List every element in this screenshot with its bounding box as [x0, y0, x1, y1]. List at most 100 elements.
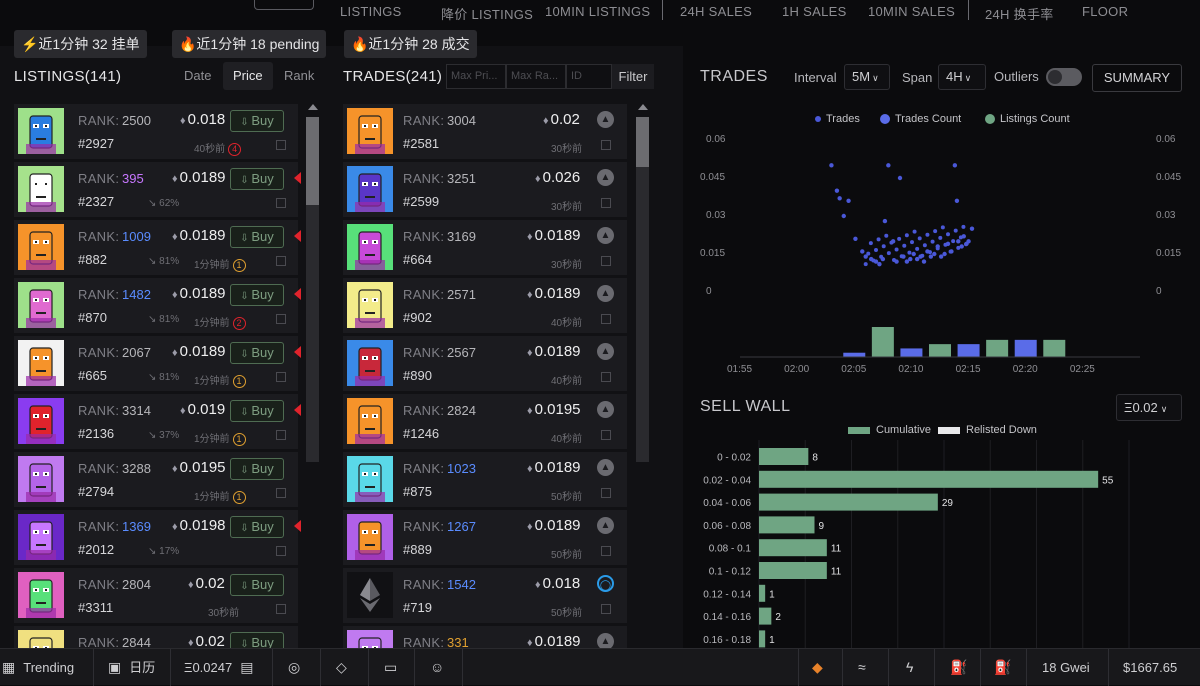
sort-price-button[interactable]: Price [223, 62, 273, 90]
external-link-icon[interactable] [601, 140, 611, 150]
scroll-up-arrow-icon[interactable] [308, 104, 318, 110]
trade-point[interactable] [907, 250, 912, 255]
trade-point[interactable] [899, 254, 904, 259]
trade-point[interactable] [882, 218, 888, 224]
external-link-icon[interactable] [276, 256, 286, 266]
listing-row[interactable]: RANK: 1482 #870 ♦ 0.0189 ⇩ Buy ↘ 81% 1分钟前 2 [14, 278, 301, 333]
sell-wall-bar[interactable] [759, 539, 827, 557]
trade-point[interactable] [829, 163, 834, 168]
max-price-input[interactable]: Max Pri... [446, 64, 506, 89]
trade-point[interactable] [925, 232, 930, 237]
id-input[interactable]: ID [566, 64, 612, 89]
discord-button[interactable]: ☺ [430, 649, 444, 686]
external-link-icon[interactable] [601, 604, 611, 614]
trade-point[interactable] [956, 239, 961, 244]
trade-point[interactable] [959, 244, 964, 249]
trade-point[interactable] [917, 236, 922, 241]
trades-count-bar[interactable] [843, 352, 866, 357]
trade-point[interactable] [902, 243, 907, 248]
trade-point[interactable] [922, 243, 927, 248]
listings-count-bar[interactable] [871, 327, 894, 357]
trade-point[interactable] [853, 236, 858, 241]
sell-wall-bar[interactable] [759, 562, 827, 579]
legend-trades[interactable]: Trades [815, 113, 860, 125]
trade-point[interactable] [956, 245, 961, 250]
trade-point[interactable] [889, 240, 894, 245]
trade-point[interactable] [915, 246, 920, 251]
external-link-icon[interactable] [276, 198, 286, 208]
buy-button[interactable]: ⇩ Buy [230, 458, 284, 480]
trade-point[interactable] [951, 239, 956, 244]
trade-row[interactable]: RANK: 331 ♦ 0.0189 ▲ [343, 626, 627, 676]
trade-point[interactable] [911, 251, 916, 257]
trade-point[interactable] [886, 251, 891, 256]
nav-price-drop-listings[interactable]: 降价 LISTINGS [441, 7, 534, 22]
trade-point[interactable] [920, 253, 925, 258]
listing-row[interactable]: RANK: 395 #2327 ♦ 0.0189 ⇩ Buy ↘ 62% [14, 162, 301, 217]
listing-row[interactable]: RANK: 1009 #882 ♦ 0.0189 ⇩ Buy ↘ 81% 1分钟前 1 [14, 220, 301, 275]
trade-point[interactable] [935, 246, 940, 251]
sort-date-button[interactable]: Date [184, 68, 212, 83]
trade-point[interactable] [932, 251, 937, 257]
buy-button[interactable]: ⇩ Buy [230, 400, 284, 422]
trades-scrollbar[interactable] [636, 117, 649, 462]
trade-point[interactable] [954, 198, 960, 203]
trade-point[interactable] [894, 247, 899, 252]
trade-point[interactable] [946, 232, 950, 237]
trade-point[interactable] [837, 196, 842, 201]
trades-count-bar[interactable] [957, 344, 980, 357]
top-dropdown-stub[interactable] [254, 0, 314, 10]
trades-scroll-thumb[interactable] [636, 117, 649, 167]
nav-10min-listings[interactable]: 10MIN LISTINGS [545, 4, 651, 19]
scroll-up-arrow-icon[interactable] [638, 104, 648, 110]
trade-point[interactable] [892, 257, 896, 262]
trade-point[interactable] [866, 251, 871, 256]
trade-row[interactable]: RANK: 1267 #889 ♦ 0.0189 ▲ 50秒前 [343, 510, 627, 565]
calendar-button[interactable]: ▣ 日历 [108, 649, 155, 686]
summary-button[interactable]: SUMMARY [1092, 64, 1182, 92]
legend-cumulative[interactable]: Cumulative [848, 424, 931, 436]
external-link-icon[interactable] [601, 314, 611, 324]
trades-count-bar[interactable] [900, 348, 923, 357]
trade-row[interactable]: RANK: 3169 #664 ♦ 0.0189 ▲ 30秒前 [343, 220, 627, 275]
sell-wall-bar[interactable] [759, 470, 1099, 488]
trending-button[interactable]: ▦ Trending [2, 649, 74, 686]
external-link-icon[interactable] [276, 604, 286, 614]
sell-wall-bar[interactable] [759, 584, 766, 602]
external-link-icon[interactable] [276, 372, 286, 382]
buy-button[interactable]: ⇩ Buy [230, 284, 284, 306]
listing-row[interactable]: RANK: 1369 #2012 ♦ 0.0198 ⇩ Buy ↘ 17% [14, 510, 301, 565]
trade-row[interactable]: RANK: 2571 #902 ♦ 0.0189 ▲ 40秒前 [343, 278, 627, 333]
external-link-icon[interactable] [276, 314, 286, 324]
trade-row[interactable]: RANK: 1023 #875 ♦ 0.0189 ▲ 50秒前 [343, 452, 627, 507]
outliers-toggle[interactable] [1046, 68, 1082, 86]
listings-scrollbar[interactable] [306, 117, 319, 462]
trade-point[interactable] [876, 237, 881, 242]
trade-point[interactable] [874, 247, 878, 252]
trade-row[interactable]: RANK: 2567 #890 ♦ 0.0189 ▲ 40秒前 [343, 336, 627, 391]
wallet-button[interactable]: ▭ [384, 649, 397, 686]
trade-point[interactable] [846, 198, 851, 203]
trade-point[interactable] [938, 235, 943, 240]
sell-wall-bar[interactable] [759, 516, 815, 534]
trade-point[interactable] [942, 251, 947, 257]
trades-count-bar[interactable] [1014, 339, 1037, 357]
legend-relisted-down[interactable]: Relisted Down [938, 424, 1037, 436]
external-link-icon[interactable] [601, 430, 611, 440]
nav-1h-sales[interactable]: 1H SALES [782, 4, 847, 19]
trade-row[interactable]: RANK: 2824 #1246 ♦ 0.0195 ▲ 40秒前 [343, 394, 627, 449]
trade-point[interactable] [928, 250, 932, 255]
external-link-icon[interactable] [601, 198, 611, 208]
trade-point[interactable] [904, 233, 909, 238]
trade-point[interactable] [961, 224, 966, 229]
trade-point[interactable] [897, 236, 902, 241]
trade-row[interactable]: RANK: 1542 #719 ♦ 0.018 ◯ 50秒前 [343, 568, 627, 623]
trade-point[interactable] [958, 235, 963, 240]
trade-point[interactable] [886, 163, 891, 168]
trade-point[interactable] [953, 228, 958, 233]
trade-point[interactable] [928, 254, 934, 259]
trade-point[interactable] [897, 175, 903, 181]
slow-gas-button[interactable]: ≈ [858, 649, 866, 686]
trade-row[interactable]: RANK: 3251 #2599 ♦ 0.026 ▲ 30秒前 [343, 162, 627, 217]
external-link-icon[interactable] [276, 430, 286, 440]
